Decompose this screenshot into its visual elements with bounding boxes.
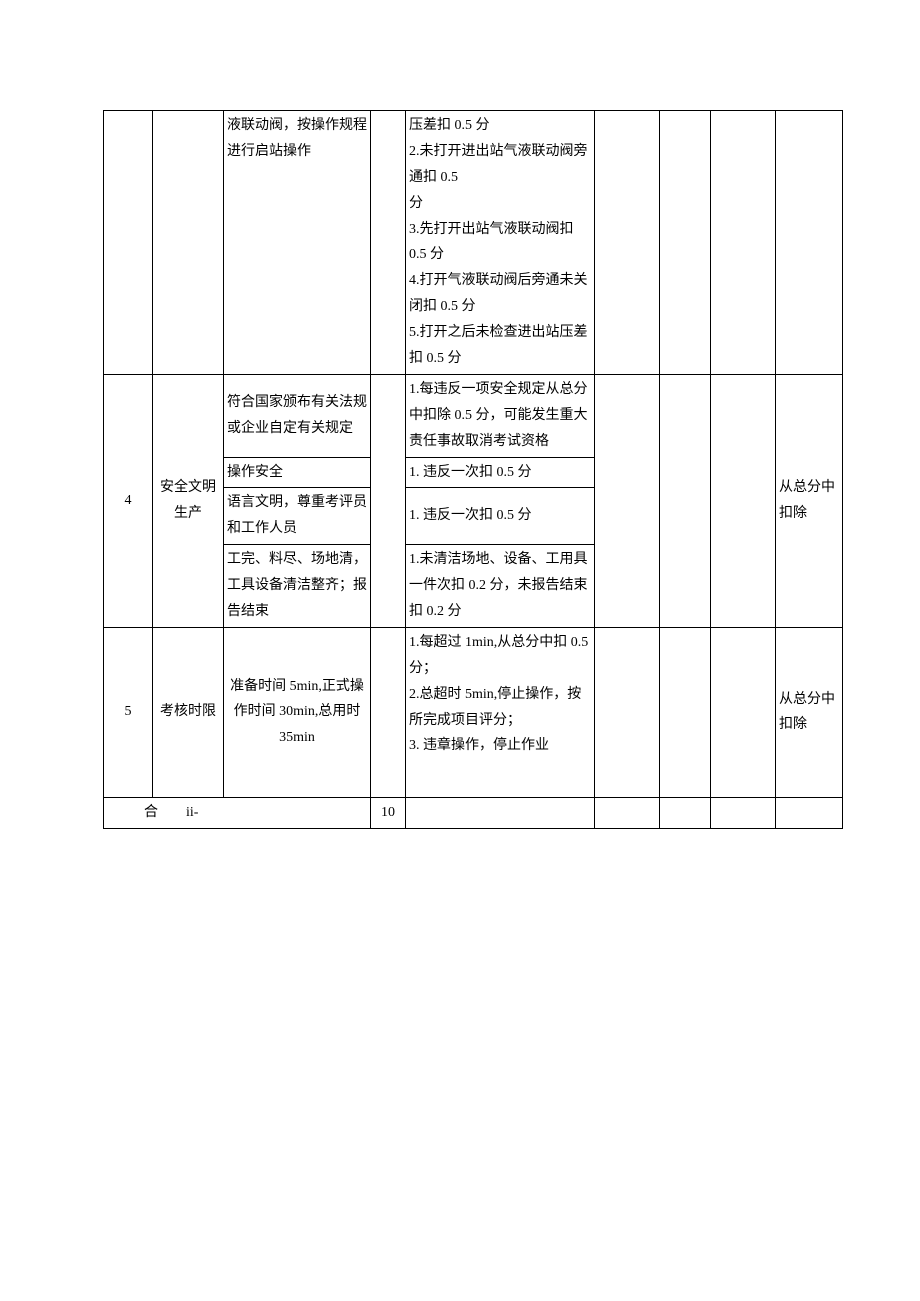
cell-note: 从总分中扣除 (776, 627, 843, 797)
cell-sum-score: 10 (371, 797, 406, 828)
cell-score (371, 374, 406, 627)
cell-requirement: 操作安全 (224, 457, 371, 488)
cell-note: 从总分中扣除 (776, 374, 843, 627)
cell-index: 5 (104, 627, 153, 797)
cell-name (153, 111, 224, 375)
cell-blank (711, 797, 776, 828)
cell-blank (595, 111, 660, 375)
cell-requirement: 语言文明，尊重考评员和工作人员 (224, 488, 371, 545)
table-row: 液联动阀，按操作规程进行启站操作 压差扣 0.5 分 2.未打开进出站气液联动阀… (104, 111, 843, 375)
assessment-table: 液联动阀，按操作规程进行启站操作 压差扣 0.5 分 2.未打开进出站气液联动阀… (103, 110, 843, 829)
cell-note (776, 111, 843, 375)
cell-blank (660, 374, 711, 627)
cell-index (104, 111, 153, 375)
cell-blank (660, 627, 711, 797)
cell-blank (711, 111, 776, 375)
cell-details: 1. 违反一次扣 0.5 分 (406, 488, 595, 545)
cell-name: 安全文明生产 (153, 374, 224, 627)
cell-details: 1.每超过 1min,从总分中扣 0.5 分； 2.总超时 5min,停止操作，… (406, 627, 595, 797)
table-row: 4 安全文明生产 符合国家颁布有关法规或企业自定有关规定 1.每违反一项安全规定… (104, 374, 843, 457)
cell-name: 考核时限 (153, 627, 224, 797)
cell-blank (660, 111, 711, 375)
cell-requirement: 液联动阀，按操作规程进行启站操作 (224, 111, 371, 375)
table-row-sum: 合 ii- 10 (104, 797, 843, 828)
cell-details: 压差扣 0.5 分 2.未打开进出站气液联动阀旁通扣 0.5 分 3.先打开出站… (406, 111, 595, 375)
cell-blank (660, 797, 711, 828)
cell-blank (711, 374, 776, 627)
cell-details: 1. 违反一次扣 0.5 分 (406, 457, 595, 488)
cell-details: 1.未清洁场地、设备、工用具一件次扣 0.2 分，未报告结束扣 0.2 分 (406, 545, 595, 628)
cell-requirement: 符合国家颁布有关法规或企业自定有关规定 (224, 374, 371, 457)
table-row: 5 考核时限 准备时间 5min,正式操作时间 30min,总用时 35min … (104, 627, 843, 797)
cell-index: 4 (104, 374, 153, 627)
page: 液联动阀，按操作规程进行启站操作 压差扣 0.5 分 2.未打开进出站气液联动阀… (0, 0, 920, 1301)
cell-blank (595, 627, 660, 797)
cell-details: 1.每违反一项安全规定从总分中扣除 0.5 分，可能发生重大责任事故取消考试资格 (406, 374, 595, 457)
cell-blank (595, 797, 660, 828)
cell-requirement: 工完、料尽、场地清，工具设备清洁整齐；报告结束 (224, 545, 371, 628)
cell-sum-label: 合 ii- (104, 797, 371, 828)
cell-blank (711, 627, 776, 797)
cell-requirement: 准备时间 5min,正式操作时间 30min,总用时 35min (224, 627, 371, 797)
cell-blank (406, 797, 595, 828)
cell-score (371, 111, 406, 375)
cell-blank (776, 797, 843, 828)
cell-score (371, 627, 406, 797)
cell-blank (595, 374, 660, 627)
